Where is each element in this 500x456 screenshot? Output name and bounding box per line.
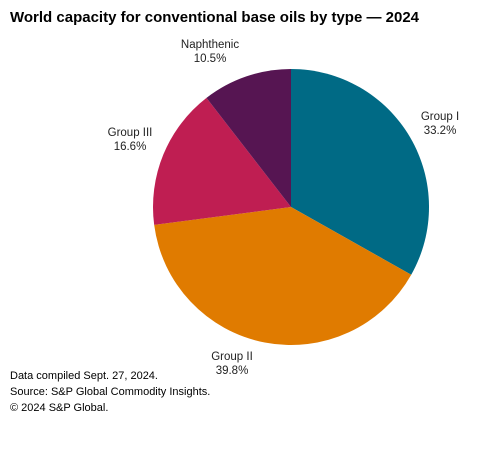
slice-value-group-i: 33.2% (424, 125, 457, 137)
pie-slices (153, 69, 430, 346)
chart-title: World capacity for conventional base oil… (10, 9, 420, 26)
slice-value-naphthenic: 10.5% (194, 53, 227, 65)
slice-value-group-iii: 16.6% (114, 141, 147, 153)
footnote-source: Source: S&P Global Commodity Insights. (10, 386, 211, 398)
footnote-copyright: © 2024 S&P Global. (10, 402, 109, 414)
slice-label-group-ii: Group II (211, 351, 253, 363)
pie-labels: Group I 33.2% Group II 39.8% Group III 16.6% N… (108, 39, 460, 377)
footnote-compiled: Data compiled Sept. 27, 2024. (10, 370, 158, 382)
slice-label-group-i: Group I (421, 111, 459, 123)
pie-slice-group-ii (154, 207, 412, 346)
slice-label-group-iii: Group III (108, 127, 153, 139)
pie-slice-group-iii (153, 97, 291, 225)
footnotes: Data compiled Sept. 27, 2024. Source: S&… (10, 368, 210, 416)
slice-value-group-ii: 39.8% (216, 365, 249, 377)
pie-slice-naphthenic (206, 69, 291, 207)
pie-slice-group-i (291, 69, 430, 275)
slice-label-naphthenic: Naphthenic (181, 39, 239, 51)
